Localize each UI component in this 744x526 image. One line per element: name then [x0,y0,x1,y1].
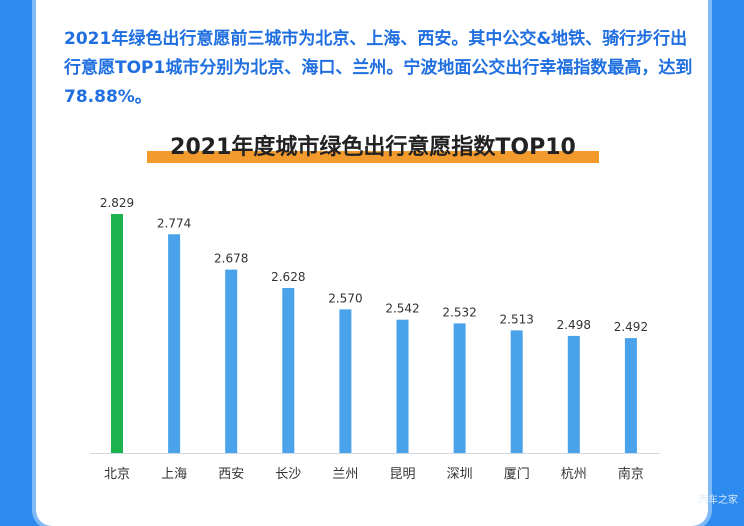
bar-chart: 2.829 北京 2.774 上海 2.678 西安 2.628 长沙 2.570 兰州 2.542… [90,196,660,482]
category-label-6: 昆明 [389,467,415,482]
value-label-8: 2.513 [500,312,534,326]
chart-title: 2021年度城市绿色出行意愿指数TOP10 [170,135,576,160]
category-label-8: 厦门 [504,467,530,482]
value-label-9: 2.498 [557,318,591,332]
category-label-9: 杭州 [561,467,587,482]
value-label-4: 2.628 [271,270,305,284]
watermark: 汽车之家 [698,495,738,506]
value-label-5: 2.570 [328,291,362,305]
bar-3 [225,269,238,453]
value-label-3: 2.678 [214,252,248,266]
bar-9 [567,335,580,453]
content-card [36,0,708,526]
bar-4 [282,288,295,453]
category-label-4: 长沙 [275,467,301,482]
chart-title-block: 2021年度城市绿色出行意愿指数TOP10 [147,133,599,167]
bar-2 [168,234,181,453]
value-label-6: 2.542 [385,302,419,316]
bar-10 [624,338,637,453]
value-label-10: 2.492 [614,320,648,334]
bar-6 [396,319,409,453]
title-underline-bar [147,151,599,163]
value-label-2: 2.774 [157,216,191,230]
value-label-7: 2.532 [442,305,476,319]
category-label-1: 北京 [104,467,130,482]
category-label-2: 上海 [161,467,187,482]
category-label-10: 南京 [618,466,644,482]
category-label-7: 深圳 [447,467,473,482]
bar-5 [339,309,352,453]
category-label-5: 兰州 [332,467,358,482]
bar-8 [510,330,523,453]
value-label-1: 2.829 [100,196,134,210]
category-label-3: 西安 [218,467,244,482]
intro-paragraph: 2021年绿色出行意愿前三城市为北京、上海、西安。其中公交&地铁、骑行步行出行意… [64,29,693,107]
bar-1 [111,214,123,453]
bar-7 [453,323,466,453]
